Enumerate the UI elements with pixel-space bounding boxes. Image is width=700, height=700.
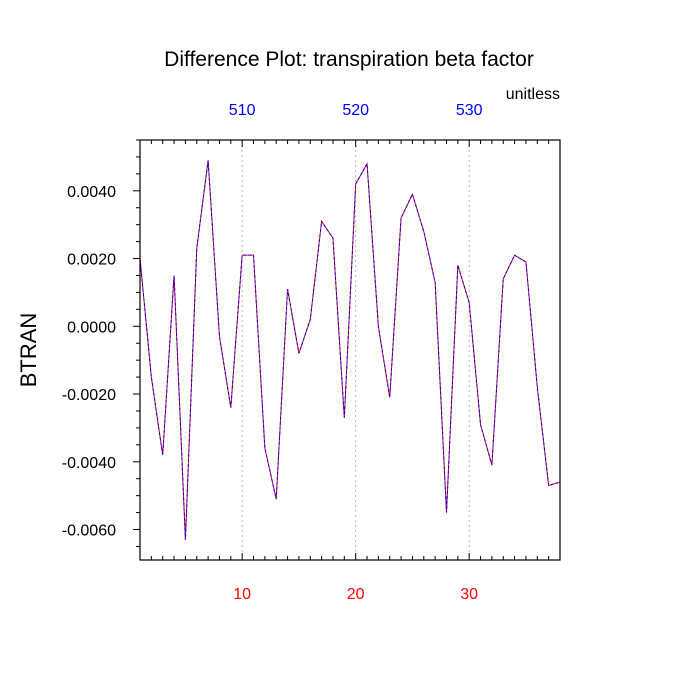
x-tick-label-top-510: 510: [229, 102, 256, 119]
y-tick-label-0: 0.0040: [67, 184, 116, 201]
y-axis-label: BTRAN: [16, 313, 41, 388]
y-tick-label-5: -0.0060: [62, 523, 116, 540]
label-layer: 10 20 30 510 520 530 0.0040 0.0020 0.0000 -0.0020…: [62, 102, 483, 603]
y-tick-label-1: 0.0020: [67, 252, 116, 269]
x-tick-label-top-530: 530: [456, 102, 483, 119]
y-tick-label-3: -0.0020: [62, 387, 116, 404]
x-tick-label-bottom-20: 20: [347, 586, 365, 603]
grid-layer: [241, 140, 470, 560]
x-tick-label-top-520: 520: [342, 102, 369, 119]
plot-frame: [139, 139, 561, 561]
series-line-0-secondary: [139, 160, 561, 540]
y-tick-label-4: -0.0040: [62, 455, 116, 472]
tick-layer: [133, 139, 561, 560]
y-tick-label-2: 0.0000: [67, 319, 116, 336]
chart-title: Difference Plot: transpiration beta fact…: [164, 48, 534, 71]
x-tick-label-bottom-30: 30: [460, 586, 478, 603]
x-tick-label-bottom-10: 10: [233, 586, 251, 603]
series-layer: [139, 160, 561, 540]
units-label: unitless: [506, 86, 560, 103]
series-line-0-primary: [139, 160, 561, 540]
